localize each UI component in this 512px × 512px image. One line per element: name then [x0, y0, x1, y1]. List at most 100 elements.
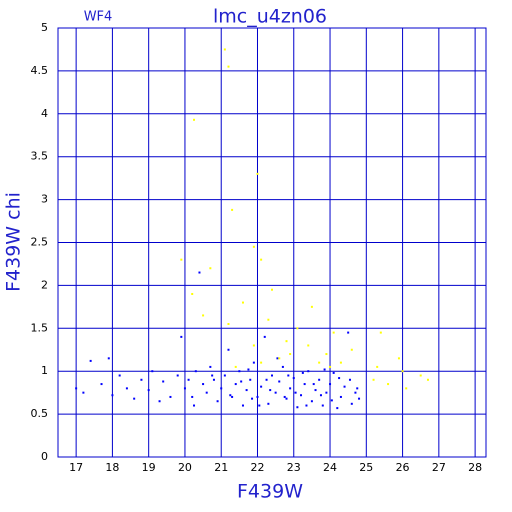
- point: [285, 397, 288, 400]
- point: [158, 400, 161, 403]
- point: [133, 397, 136, 400]
- point: [339, 361, 342, 364]
- point: [209, 365, 212, 368]
- point: [283, 395, 286, 398]
- point: [276, 357, 279, 360]
- point: [111, 394, 114, 397]
- point: [278, 380, 281, 383]
- point: [379, 331, 382, 334]
- point: [211, 374, 214, 377]
- point: [319, 394, 322, 397]
- point: [325, 391, 328, 394]
- point: [287, 374, 290, 377]
- point: [193, 118, 196, 121]
- x-tick-label: 19: [142, 461, 156, 474]
- plot-frame: [57, 27, 487, 458]
- point: [332, 371, 335, 374]
- x-tick-label: 25: [359, 461, 373, 474]
- point: [260, 258, 263, 261]
- x-tick-label: 21: [214, 461, 228, 474]
- point: [256, 395, 259, 398]
- point: [258, 404, 261, 407]
- y-tick-label: 2.5: [31, 236, 49, 249]
- point: [339, 395, 342, 398]
- point: [332, 331, 335, 334]
- point: [265, 378, 268, 381]
- point: [212, 378, 215, 381]
- point: [267, 402, 270, 405]
- point: [82, 391, 85, 394]
- point: [118, 374, 121, 377]
- point: [238, 370, 241, 373]
- x-tick-label: 17: [69, 461, 83, 474]
- x-tick-label: 18: [105, 461, 119, 474]
- point: [318, 361, 321, 364]
- point: [336, 407, 339, 410]
- point: [296, 327, 299, 330]
- point: [350, 402, 353, 405]
- point: [220, 387, 223, 390]
- point: [271, 374, 273, 377]
- point: [419, 374, 422, 377]
- point: [397, 357, 400, 360]
- x-tick-label: 22: [250, 461, 264, 474]
- point: [376, 365, 379, 368]
- point: [321, 404, 324, 407]
- point: [107, 357, 110, 360]
- point: [329, 383, 332, 386]
- point: [147, 389, 150, 392]
- point: [350, 348, 353, 351]
- point: [303, 383, 306, 386]
- point: [426, 378, 429, 381]
- point: [205, 391, 208, 394]
- point: [227, 348, 230, 351]
- point: [323, 368, 326, 371]
- y-tick-label: 1.5: [31, 321, 49, 334]
- y-tick-label: 3.5: [31, 150, 49, 163]
- point: [223, 374, 226, 377]
- point: [343, 385, 346, 388]
- point: [274, 391, 277, 394]
- point: [209, 267, 212, 270]
- point: [310, 305, 313, 308]
- points: [75, 48, 429, 410]
- point: [252, 344, 255, 347]
- point: [191, 292, 194, 295]
- y-tick-label: 0: [41, 450, 48, 463]
- point: [256, 172, 259, 175]
- point: [354, 391, 357, 394]
- point: [227, 323, 230, 326]
- point: [223, 48, 226, 51]
- point: [281, 365, 284, 368]
- point: [296, 406, 299, 409]
- point: [338, 377, 341, 380]
- point: [307, 344, 310, 347]
- chart-subtitle: WF4: [84, 10, 113, 25]
- x-tick-label: 28: [468, 461, 482, 474]
- point: [89, 359, 92, 362]
- point: [180, 258, 183, 261]
- point: [294, 391, 297, 394]
- point: [162, 380, 165, 383]
- point: [198, 271, 201, 274]
- point: [169, 395, 172, 398]
- point: [183, 387, 186, 390]
- point: [247, 368, 250, 371]
- chart-title: lmc_u4zn06: [213, 6, 327, 28]
- point: [245, 389, 248, 392]
- point: [234, 383, 237, 386]
- point: [387, 383, 390, 386]
- point: [191, 395, 194, 398]
- point: [314, 389, 317, 392]
- y-axis-label: F439W chi: [3, 192, 25, 292]
- y-tick-label: 1: [41, 364, 48, 377]
- point: [125, 387, 128, 390]
- point: [310, 400, 313, 403]
- point: [227, 65, 230, 68]
- point: [260, 385, 263, 388]
- point: [240, 380, 243, 383]
- point: [312, 383, 315, 386]
